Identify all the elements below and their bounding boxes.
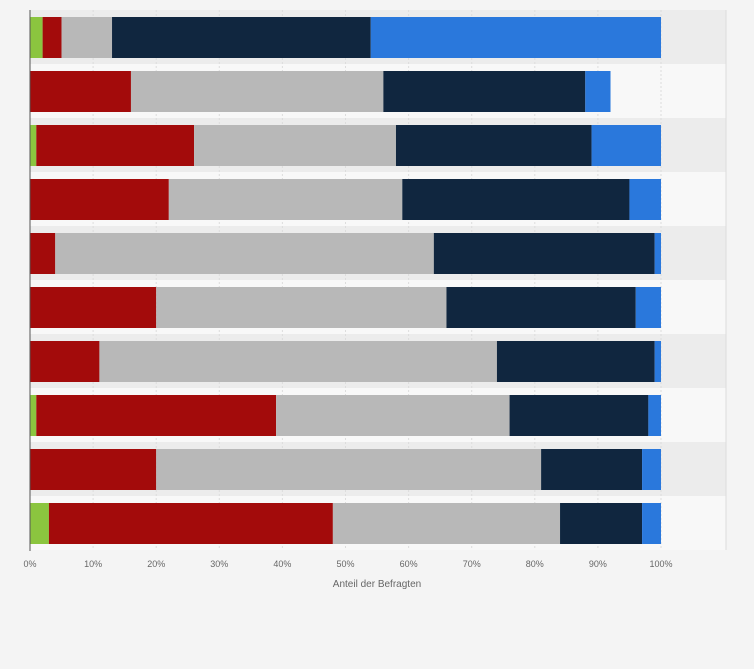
x-tick-label: 60%	[400, 559, 418, 569]
bar-segment	[395, 125, 592, 166]
bar-segment	[36, 395, 277, 436]
x-tick-label: 70%	[463, 559, 481, 569]
bar-segment	[30, 17, 43, 58]
x-tick-label: 40%	[273, 559, 291, 569]
x-tick-label: 30%	[210, 559, 228, 569]
bar-segment	[130, 71, 384, 112]
bar-segment	[30, 341, 100, 382]
x-tick-label: 100%	[649, 559, 672, 569]
bar-segment	[654, 341, 661, 382]
bar-segment	[156, 449, 542, 490]
bar-segment	[496, 341, 655, 382]
x-axis-ticks: 0% 10% 20% 30% 40% 50% 60% 70% 80% 90% 100%	[23, 559, 672, 569]
bar-segment	[30, 233, 56, 274]
bar-segment	[642, 503, 661, 544]
bar-segment	[36, 125, 195, 166]
x-axis-label: Anteil der Befragten	[333, 579, 421, 590]
x-tick-label: 20%	[147, 559, 165, 569]
bar-segment	[30, 395, 37, 436]
bar-segment	[99, 341, 497, 382]
bar-segment	[509, 395, 649, 436]
bar-segment	[30, 179, 169, 220]
bar-segment	[654, 233, 661, 274]
bar-segment	[560, 503, 643, 544]
bar-segment	[635, 287, 661, 328]
bar-segment	[629, 179, 661, 220]
bar-segment	[168, 179, 403, 220]
bar-segment	[30, 449, 157, 490]
bar-segment	[370, 17, 661, 58]
bar-segment	[591, 125, 661, 166]
x-tick-label: 50%	[336, 559, 354, 569]
bar-segment	[112, 17, 371, 58]
bar-segment	[30, 287, 157, 328]
bar-segment	[541, 449, 643, 490]
bar-segment	[402, 179, 630, 220]
bar-segment	[446, 287, 636, 328]
bar-segment	[30, 503, 49, 544]
x-tick-label: 80%	[526, 559, 544, 569]
bar-segment	[156, 287, 447, 328]
bar-segment	[42, 17, 62, 58]
bar-segment	[48, 503, 333, 544]
bar-segment	[194, 125, 396, 166]
x-tick-label: 0%	[23, 559, 36, 569]
bar-segment	[642, 449, 661, 490]
bar-segment	[332, 503, 561, 544]
bar-segment	[433, 233, 655, 274]
bar-segment	[30, 71, 131, 112]
bar-segment	[585, 71, 611, 112]
bar-segment	[55, 233, 434, 274]
bars	[30, 17, 661, 544]
bar-segment	[383, 71, 586, 112]
x-tick-label: 10%	[84, 559, 102, 569]
bar-segment	[648, 395, 661, 436]
x-tick-label: 90%	[589, 559, 607, 569]
bar-segment	[276, 395, 510, 436]
bar-segment	[30, 125, 37, 166]
bar-segment	[61, 17, 113, 58]
